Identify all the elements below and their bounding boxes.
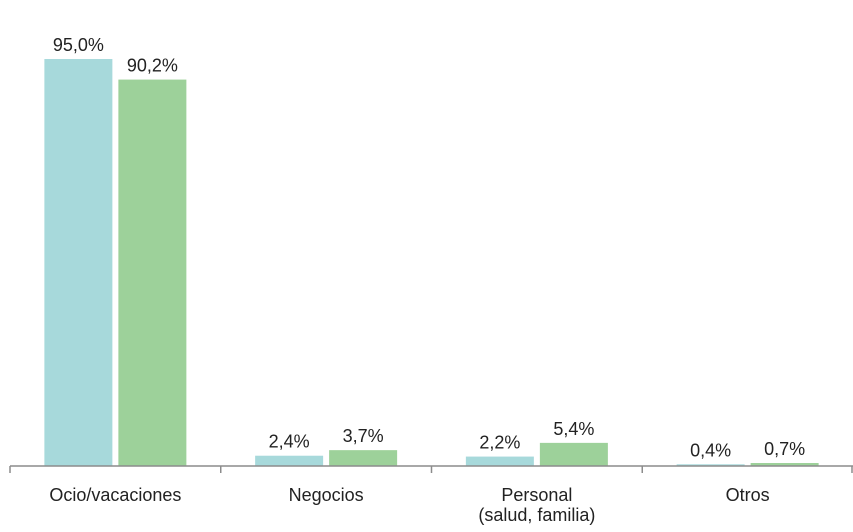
value-label-3-series-1: 0,7%	[764, 439, 805, 459]
bar-3-series-0	[676, 464, 745, 466]
category-label-0: Ocio/vacaciones	[49, 485, 181, 505]
category-label-1: Negocios	[289, 485, 364, 505]
x-axis	[9, 465, 853, 473]
category-label-2-line-1: (salud, familia)	[478, 505, 595, 525]
bar-2-series-0	[465, 456, 534, 466]
value-label-1-series-1: 3,7%	[343, 426, 384, 446]
value-label-1-series-0: 2,4%	[269, 432, 310, 452]
value-label-0-series-0: 95,0%	[53, 35, 104, 55]
bar-1-series-0	[255, 455, 324, 466]
bars-layer	[44, 59, 819, 467]
category-labels-layer: Ocio/vacaciones Negocios Personal(salud, f…	[49, 485, 769, 525]
bar-0-series-0	[44, 59, 113, 467]
value-label-3-series-0: 0,4%	[690, 440, 731, 460]
bar-0-series-1	[118, 79, 187, 467]
bar-3-series-1	[750, 463, 819, 466]
value-labels-layer: 95,0% 90,2% 2,4% 3,7% 2,2% 5,4% 0,4% 0,7%	[53, 35, 805, 460]
value-label-2-series-1: 5,4%	[553, 419, 594, 439]
category-label-2-line-0: Personal	[501, 485, 572, 505]
bar-2-series-1	[539, 442, 608, 466]
value-label-2-series-0: 2,2%	[479, 433, 520, 453]
bar-1-series-1	[329, 450, 398, 466]
category-label-3: Otros	[726, 485, 770, 505]
value-label-0-series-1: 90,2%	[127, 56, 178, 76]
